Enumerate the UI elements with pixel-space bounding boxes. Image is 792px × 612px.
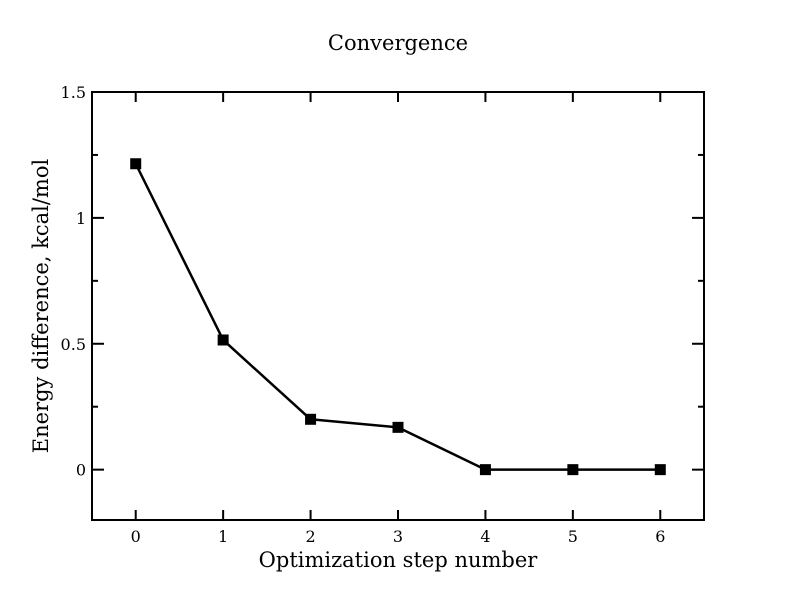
x-axis-label: Optimization step number	[259, 548, 539, 572]
data-point	[217, 334, 229, 346]
data-point	[305, 413, 317, 425]
data-point	[479, 464, 491, 476]
x-tick-label: 6	[655, 527, 665, 546]
data-point	[130, 158, 142, 170]
x-tick-label: 2	[305, 527, 315, 546]
x-axis-ticks	[134, 92, 662, 520]
y-tick-label: 1.5	[61, 83, 86, 102]
data-point	[567, 464, 579, 476]
x-axis-tick-labels: 0 1 2 3 4 5 6	[131, 527, 666, 546]
data-point	[392, 421, 404, 433]
y-axis-label: Energy difference, kcal/mol	[29, 159, 53, 454]
series-markers	[130, 158, 666, 476]
data-point	[654, 464, 666, 476]
x-tick-label: 5	[568, 527, 578, 546]
y-tick-label: 1	[76, 209, 86, 228]
y-tick-label: 0	[76, 461, 86, 480]
y-tick-label: 0.5	[61, 335, 86, 354]
chart-title: Convergence	[328, 31, 468, 55]
x-tick-label: 3	[393, 527, 403, 546]
x-tick-label: 4	[480, 527, 490, 546]
y-axis-ticks	[92, 91, 704, 471]
plot-frame	[91, 91, 705, 521]
x-tick-label: 1	[218, 527, 228, 546]
x-tick-label: 0	[131, 527, 141, 546]
y-axis-tick-labels: 0 0.5 1 1.5	[61, 83, 86, 480]
